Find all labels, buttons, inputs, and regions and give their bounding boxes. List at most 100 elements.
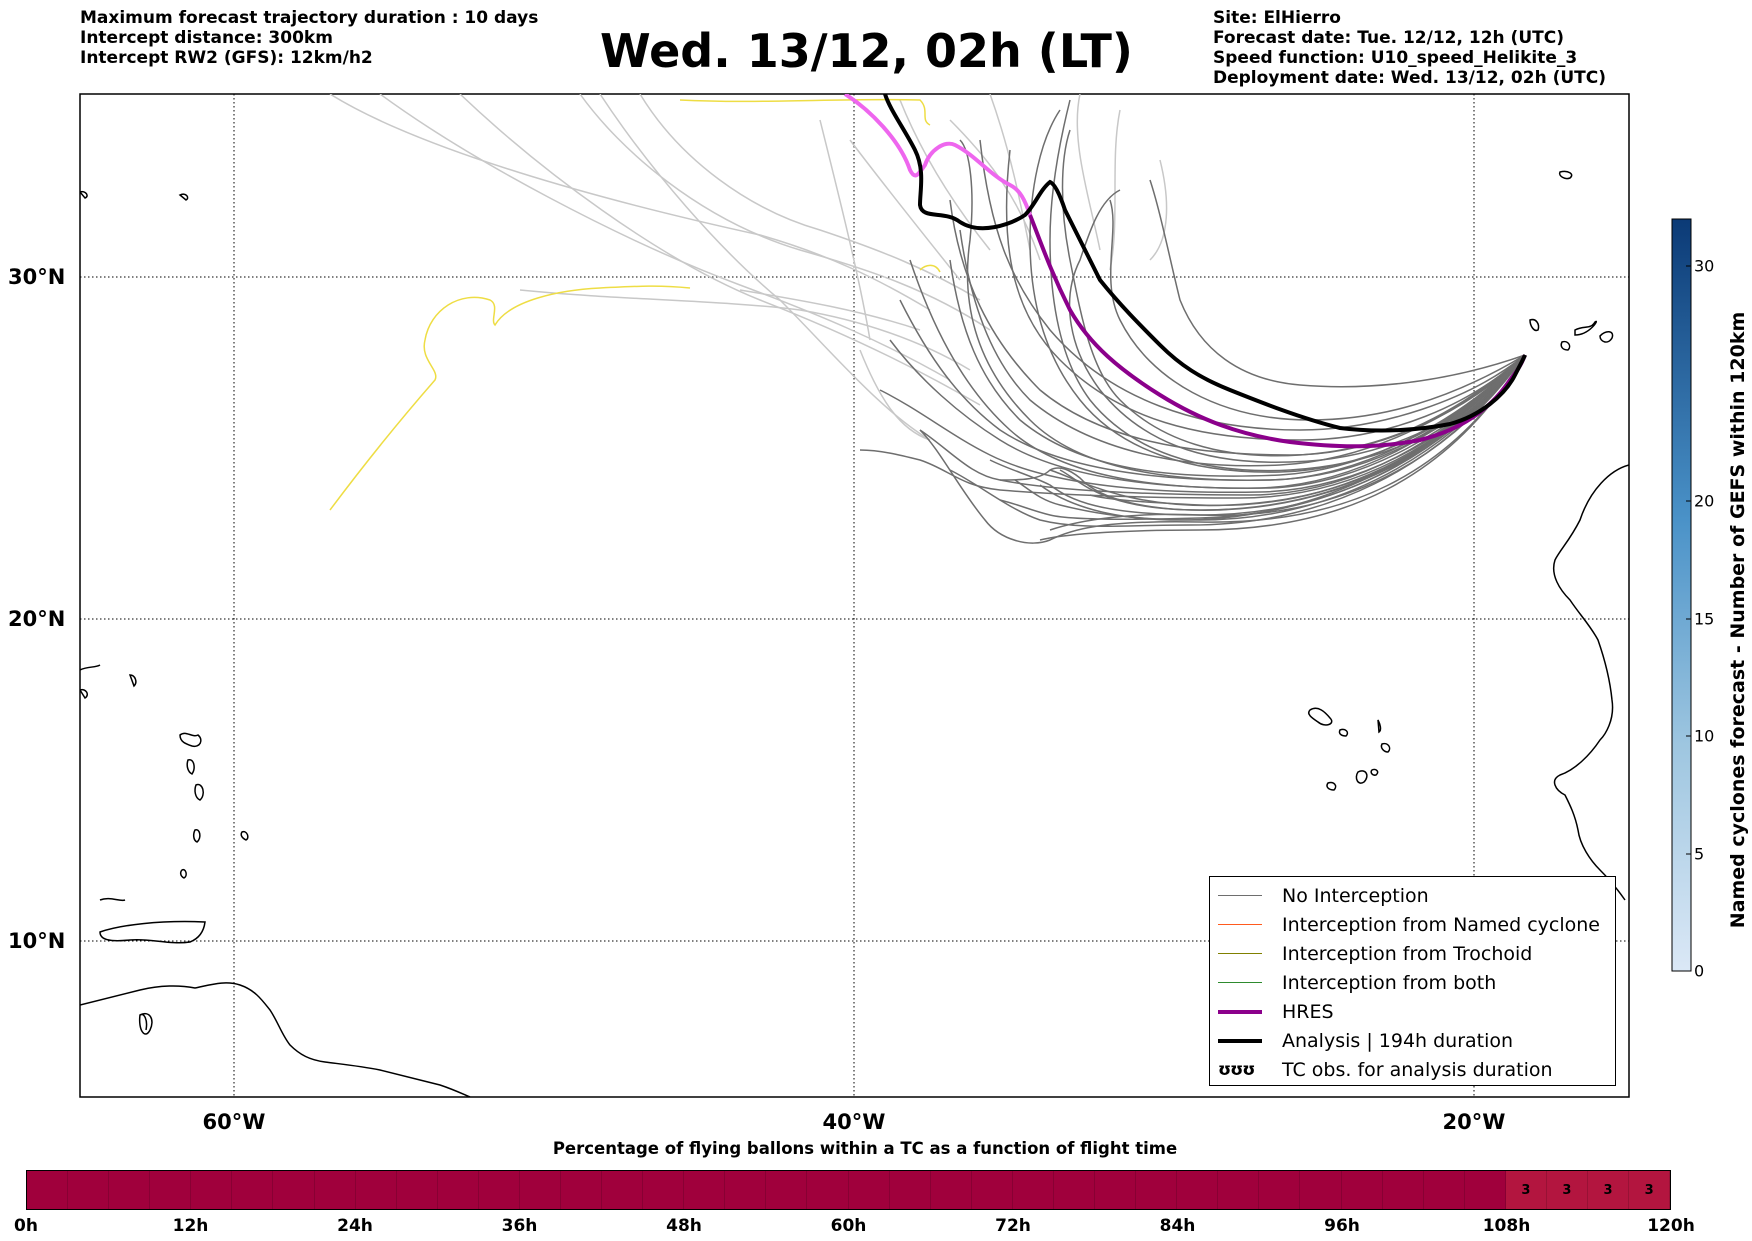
trajectory-member: [1089, 354, 1526, 507]
legend-label: Interception from Named cyclone: [1282, 913, 1600, 936]
island-canary-4: [1560, 340, 1571, 351]
trajectory-member: [1061, 129, 1526, 457]
tc-bar-cell: 3: [1505, 1171, 1547, 1209]
island-antilles-4: [192, 829, 201, 843]
tc-bar-cell: [27, 1171, 69, 1209]
trajectory-far: [859, 349, 931, 441]
header-line: Intercept distance: 300km: [80, 28, 333, 48]
colorbar-tick-label: 5: [1694, 844, 1705, 864]
legend-label: No Interception: [1282, 884, 1429, 907]
legend-line-swatch: [1218, 982, 1262, 983]
time-tick-label: 48h: [666, 1216, 702, 1236]
tc-bar-cell: [930, 1171, 972, 1209]
trajectory-far: [899, 99, 991, 251]
tc-bar-cell: [355, 1171, 397, 1209]
tc-bar-cell: 3: [1629, 1171, 1671, 1209]
time-tick-label: 120h: [1647, 1216, 1695, 1236]
tc-bar-cell: [1136, 1171, 1178, 1209]
colorbar-label: Named cyclones forecast - Number of GEFS…: [1727, 311, 1749, 929]
island-cape-verde-7: [1370, 768, 1379, 776]
trajectory-far: [579, 94, 991, 331]
trajectory-far: [1109, 109, 1121, 271]
trajectory-member: [909, 259, 1526, 489]
time-tick-label: 72h: [995, 1216, 1031, 1236]
trajectory-member: [1068, 189, 1526, 463]
time-tick-label: 84h: [1159, 1216, 1196, 1236]
island-cape-verde-6: [1326, 781, 1337, 791]
tc-bar-cell: [191, 1171, 233, 1209]
trajectory-member: [859, 354, 1526, 499]
header-line: Maximum forecast trajectory duration : 1…: [80, 8, 539, 28]
trajectory-member: [959, 139, 1526, 481]
island-cape-verde-2: [1338, 728, 1349, 737]
tc-bar-cell: [725, 1171, 767, 1209]
legend-item-both: Interception from both: [1210, 968, 1615, 997]
time-tick-label: 36h: [501, 1216, 538, 1236]
trajectory-member: [919, 354, 1526, 544]
tc-bar-cell: [1423, 1171, 1465, 1209]
header-line: Deployment date: Wed. 13/12, 02h (UTC): [1213, 68, 1607, 88]
colorbar-tick-label: 20: [1694, 491, 1715, 511]
header-line: Intercept RW2 (GFS): 12km/h2: [80, 48, 373, 68]
tc-bar-cell: [684, 1171, 726, 1209]
island-canary-2: [1599, 331, 1614, 343]
hres-trajectory-early: [843, 94, 1032, 216]
tc-bar-cell: [1053, 1171, 1096, 1209]
island-trinidad: [138, 1013, 153, 1035]
coastlines: [80, 170, 1629, 1097]
legend-item-named-cyclone: Interception from Named cyclone: [1210, 910, 1615, 939]
island-antilles-9: [178, 193, 189, 201]
tc-bar-cell: [807, 1171, 849, 1209]
tc-bar-cell: [396, 1171, 438, 1209]
legend-label: HRES: [1282, 1000, 1334, 1023]
tc-bar-cell: [1012, 1171, 1054, 1209]
trajectory-far: [989, 94, 1031, 251]
tc-bar-cell: [1300, 1171, 1342, 1209]
legend-label: Interception from both: [1282, 971, 1497, 994]
trajectory-member: [1149, 179, 1526, 388]
tc-obs-symbol-icon: ʊʊʊ: [1218, 1059, 1255, 1080]
trajectory-member: [1049, 99, 1526, 472]
tc-bar-cell: [889, 1171, 931, 1209]
legend-line-swatch: [1218, 953, 1262, 954]
colorbar-tick-label: 15: [1694, 609, 1715, 629]
header-line: Site: ElHierro: [1213, 8, 1341, 28]
time-tick-label: 0h: [14, 1216, 38, 1236]
trajectory-far: [849, 139, 961, 281]
tc-bar-cell: [602, 1171, 644, 1209]
tc-bar-cell: [314, 1171, 356, 1209]
tc-bar-cell: [232, 1171, 274, 1209]
tc-bar-cell: [971, 1171, 1013, 1209]
trajectory-member: [899, 299, 1526, 481]
tc-bar-cell: 3: [1587, 1171, 1630, 1209]
legend-item-tc-obs: ʊʊʊ TC obs. for analysis duration: [1210, 1055, 1615, 1084]
header-line: Forecast date: Tue. 12/12, 12h (UTC): [1213, 28, 1564, 48]
tc-bar-cell: [766, 1171, 808, 1209]
colorbar-tick-label: 30: [1694, 256, 1715, 276]
time-tick-label: 12h: [172, 1216, 209, 1236]
lat-label: 10°N: [8, 929, 65, 953]
island-antilles-6: [240, 830, 249, 841]
trajectory-far: [329, 94, 931, 311]
island-antilles-8: [80, 688, 88, 700]
header-line: Speed function: U10_speed_Helikite_3: [1213, 48, 1578, 68]
island-cape-verde-3: [1377, 719, 1382, 734]
legend-label: TC obs. for analysis duration: [1282, 1058, 1553, 1081]
trajectory-member: [1039, 354, 1526, 541]
lat-label: 30°N: [8, 265, 65, 289]
legend: No Interception Interception from Named …: [1209, 876, 1616, 1086]
legend-item-hres: HRES: [1210, 997, 1615, 1026]
island-cape-verde-5: [1355, 770, 1368, 784]
tc-bar-cell: [848, 1171, 890, 1209]
trajectory-far: [739, 289, 921, 331]
tc-bar-cell: [68, 1171, 110, 1209]
tc-bar-cell: [1177, 1171, 1219, 1209]
graticule: [80, 94, 1629, 1097]
legend-line-swatch: [1218, 1038, 1262, 1043]
colorbar-tick-label: 10: [1694, 726, 1715, 746]
island-cuba-east: [99, 897, 126, 902]
time-tick-label: 60h: [830, 1216, 867, 1236]
trajectory-far: [379, 94, 951, 381]
tc-bar-cell: 3: [1546, 1171, 1588, 1209]
